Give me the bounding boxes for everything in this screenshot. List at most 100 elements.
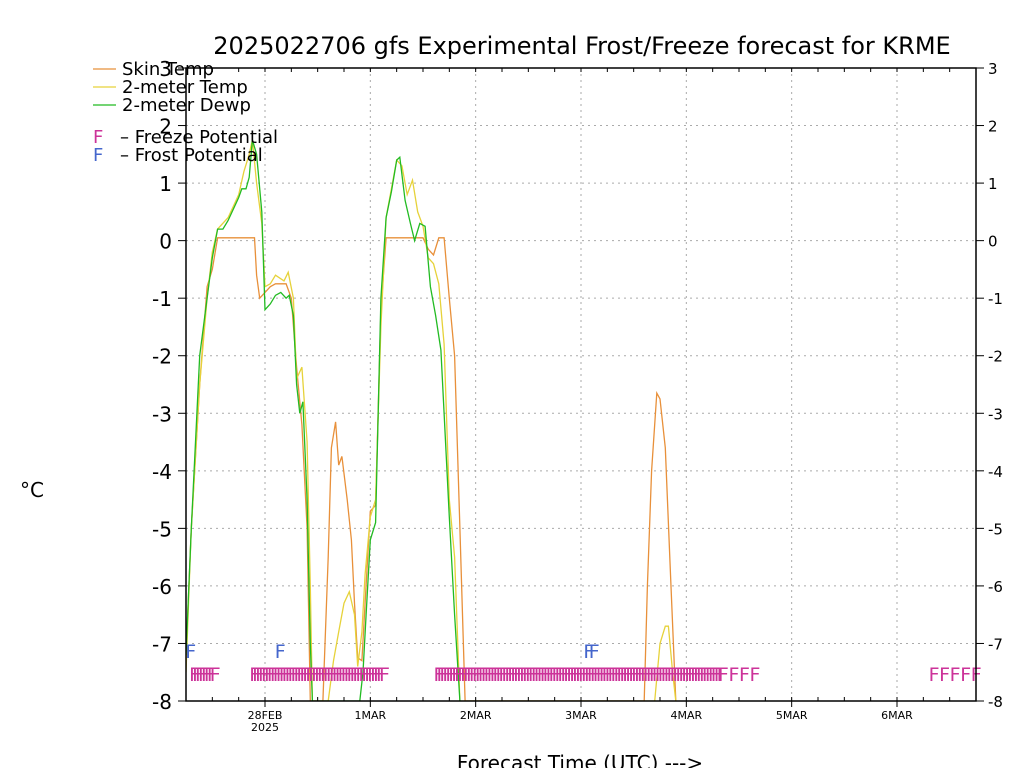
freeze-marker: F (302, 664, 313, 686)
series-2-meter-dewp (186, 139, 461, 701)
freeze-marker: F (575, 664, 586, 686)
y-tick-label: 0 (159, 230, 172, 254)
legend-marker-label: – Frost Potential (120, 145, 263, 166)
series-lines (186, 139, 677, 701)
freeze-marker: F (560, 664, 571, 686)
freeze-marker: F (537, 664, 548, 686)
freeze-marker: F (664, 664, 675, 686)
freeze-marker: F (475, 664, 486, 686)
freeze-marker: F (344, 664, 355, 686)
freeze-marker: F (960, 664, 971, 686)
freeze-marker: F (355, 664, 366, 686)
y-tick-label-right: -1 (988, 290, 1003, 308)
series-2-meter-temp (186, 139, 677, 701)
freeze-marker: F (584, 664, 595, 686)
freeze-marker: F (352, 664, 363, 686)
freeze-marker: F (373, 664, 384, 686)
freeze-marker: F (534, 664, 545, 686)
freeze-marker: F (569, 664, 580, 686)
freeze-marker: F (608, 664, 619, 686)
freeze-marker: F (634, 664, 645, 686)
series-skin-temp (186, 237, 677, 701)
freeze-marker: F (454, 664, 465, 686)
freeze-marker: F (669, 664, 680, 686)
frost-marker: F (589, 641, 600, 663)
freeze-marker: F (314, 664, 325, 686)
freeze-marker: F (198, 664, 209, 686)
freeze-marker: F (543, 664, 554, 686)
y-tick-label: 1 (159, 172, 172, 196)
freeze-marker: F (481, 664, 492, 686)
freeze-marker: F (434, 664, 445, 686)
freeze-marker: F (439, 664, 450, 686)
x-tick-label: 2MAR (460, 709, 492, 722)
freeze-marker: F (528, 664, 539, 686)
x-tick-label: 28FEB (248, 709, 283, 722)
freeze-marker: F (299, 664, 310, 686)
freeze-marker: F (376, 664, 387, 686)
freeze-marker: F (675, 664, 686, 686)
freeze-marker: F (358, 664, 369, 686)
freeze-marker: F (469, 664, 480, 686)
freeze-marker: F (718, 664, 729, 686)
freeze-marker: F (705, 664, 716, 686)
freeze-marker: F (622, 664, 633, 686)
freeze-marker: F (478, 664, 489, 686)
x-tick-sublabel: 2025 (251, 721, 279, 734)
y-tick-label-right: -6 (988, 578, 1003, 596)
y-tick-label: -1 (152, 287, 172, 311)
freeze-marker: F (696, 664, 707, 686)
freeze-marker: F (699, 664, 710, 686)
y-tick-label-right: -5 (988, 520, 1003, 538)
freeze-marker: F (681, 664, 692, 686)
legend-label: 2-meter Temp (122, 77, 248, 98)
freeze-marker: F (463, 664, 474, 686)
freeze-marker: F (667, 664, 678, 686)
freeze-marker: F (207, 664, 218, 686)
freeze-marker: F (347, 664, 358, 686)
chart-title: 2025022706 gfs Experimental Frost/Freeze… (213, 32, 950, 60)
freeze-marker: F (293, 664, 304, 686)
freeze-marker: F (646, 664, 657, 686)
freeze-marker: F (457, 664, 468, 686)
freeze-marker: F (519, 664, 530, 686)
freeze-marker: F (270, 664, 281, 686)
freeze-marker: F (261, 664, 272, 686)
freeze-marker: F (258, 664, 269, 686)
freeze-marker: F (596, 664, 607, 686)
freeze-marker: F (367, 664, 378, 686)
freeze-marker: F (578, 664, 589, 686)
freeze-marker: F (201, 664, 212, 686)
freeze-marker: F (637, 664, 648, 686)
freeze-marker: F (643, 664, 654, 686)
freeze-marker: F (619, 664, 630, 686)
freeze-marker: F (690, 664, 701, 686)
freeze-marker: F (616, 664, 627, 686)
freeze-marker: F (210, 664, 221, 686)
freeze-marker: F (442, 664, 453, 686)
freeze-marker: F (687, 664, 698, 686)
freeze-marker: F (504, 664, 515, 686)
freeze-marker: F (267, 664, 278, 686)
freeze-marker: F (379, 664, 390, 686)
freeze-marker: F (658, 664, 669, 686)
frost-marker: F (583, 641, 594, 663)
freeze-marker: F (305, 664, 316, 686)
freeze-marker: F (661, 664, 672, 686)
freeze-marker: F (599, 664, 610, 686)
freeze-marker: F (507, 664, 518, 686)
freeze-marker: F (308, 664, 319, 686)
freeze-marker: F (273, 664, 284, 686)
freeze-marker: F (290, 664, 301, 686)
y-tick-label: 2 (159, 115, 172, 139)
y-tick-label-right: 2 (988, 118, 998, 136)
frost-marker: F (185, 641, 196, 663)
frost-marker: F (275, 641, 286, 663)
freeze-marker: F (613, 664, 624, 686)
freeze-marker: F (557, 664, 568, 686)
freeze-marker: F (566, 664, 577, 686)
freeze-marker: F (317, 664, 328, 686)
y-tick-label: -4 (152, 460, 172, 484)
